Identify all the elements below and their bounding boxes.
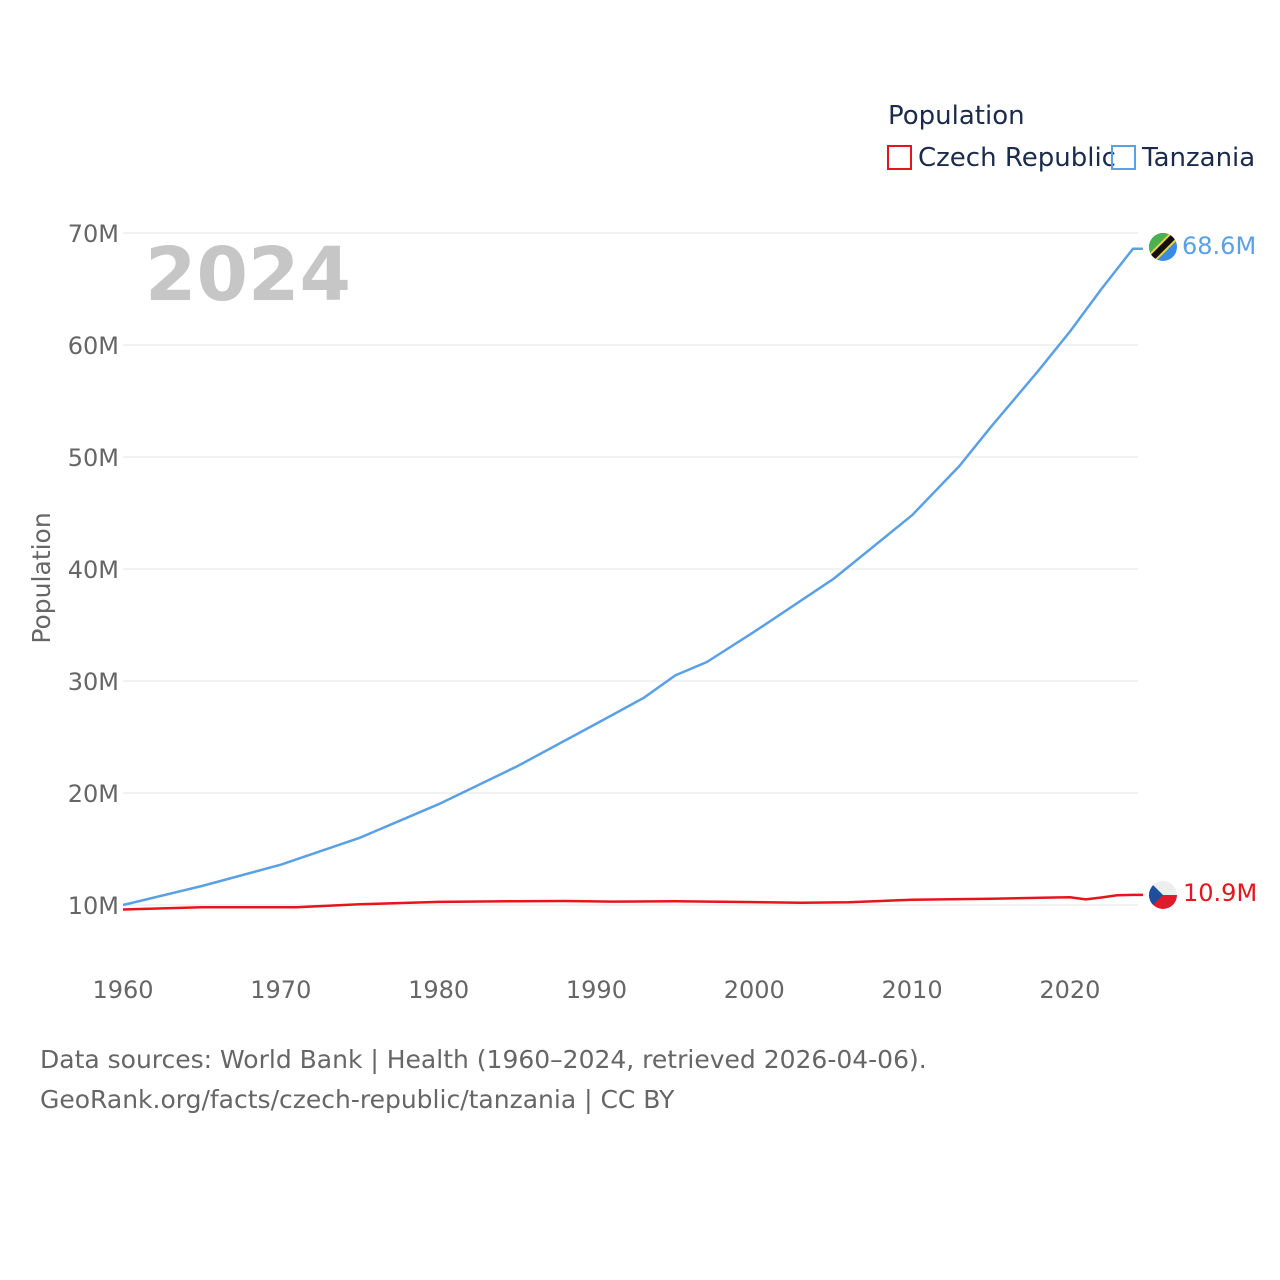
year-watermark: 2024 (145, 232, 351, 318)
y-tick-label: 30M (68, 668, 119, 696)
legend-swatch-tanzania[interactable] (1111, 145, 1136, 170)
y-axis-ticks: 10M 20M 30M 40M 50M 60M 70M (68, 220, 119, 920)
x-axis-ticks: 1960 1970 1980 1990 2000 2010 2020 (92, 976, 1100, 1004)
y-axis-label: Population (27, 512, 56, 643)
tanzania-end-label: 68.6M (1182, 232, 1256, 260)
series-lines (122, 247, 1143, 911)
grid-lines (123, 232, 1138, 906)
czech-flag-icon (1149, 881, 1177, 909)
y-tick-label: 60M (68, 332, 119, 360)
x-tick-label: 1980 (408, 976, 469, 1004)
y-tick-label: 20M (68, 780, 119, 808)
footer-link[interactable]: GeoRank.org/facts/czech-republic/tanzani… (40, 1085, 675, 1114)
series-line-czech-republic[interactable] (122, 893, 1143, 911)
x-tick-label: 1960 (92, 976, 153, 1004)
footer-sources: Data sources: World Bank | Health (1960–… (40, 1045, 927, 1074)
czech-end-label: 10.9M (1183, 879, 1257, 907)
legend-swatch-czech[interactable] (887, 145, 912, 170)
legend: Population Czech Republic Tanzania (887, 101, 1255, 173)
legend-label-tanzania[interactable]: Tanzania (1141, 143, 1255, 173)
x-tick-label: 1990 (566, 976, 627, 1004)
legend-label-czech[interactable]: Czech Republic (918, 143, 1116, 173)
x-tick-label: 2020 (1039, 976, 1100, 1004)
x-tick-label: 2010 (882, 976, 943, 1004)
y-tick-label: 70M (68, 220, 119, 248)
y-tick-label: 40M (68, 556, 119, 584)
x-tick-label: 2000 (724, 976, 785, 1004)
x-tick-label: 1970 (250, 976, 311, 1004)
y-tick-label: 10M (68, 892, 119, 920)
footer: Data sources: World Bank | Health (1960–… (40, 1040, 927, 1120)
legend-title: Population (888, 101, 1025, 131)
series-line-tanzania[interactable] (122, 247, 1143, 907)
y-tick-label: 50M (68, 444, 119, 472)
tanzania-flag-icon (1149, 233, 1177, 261)
